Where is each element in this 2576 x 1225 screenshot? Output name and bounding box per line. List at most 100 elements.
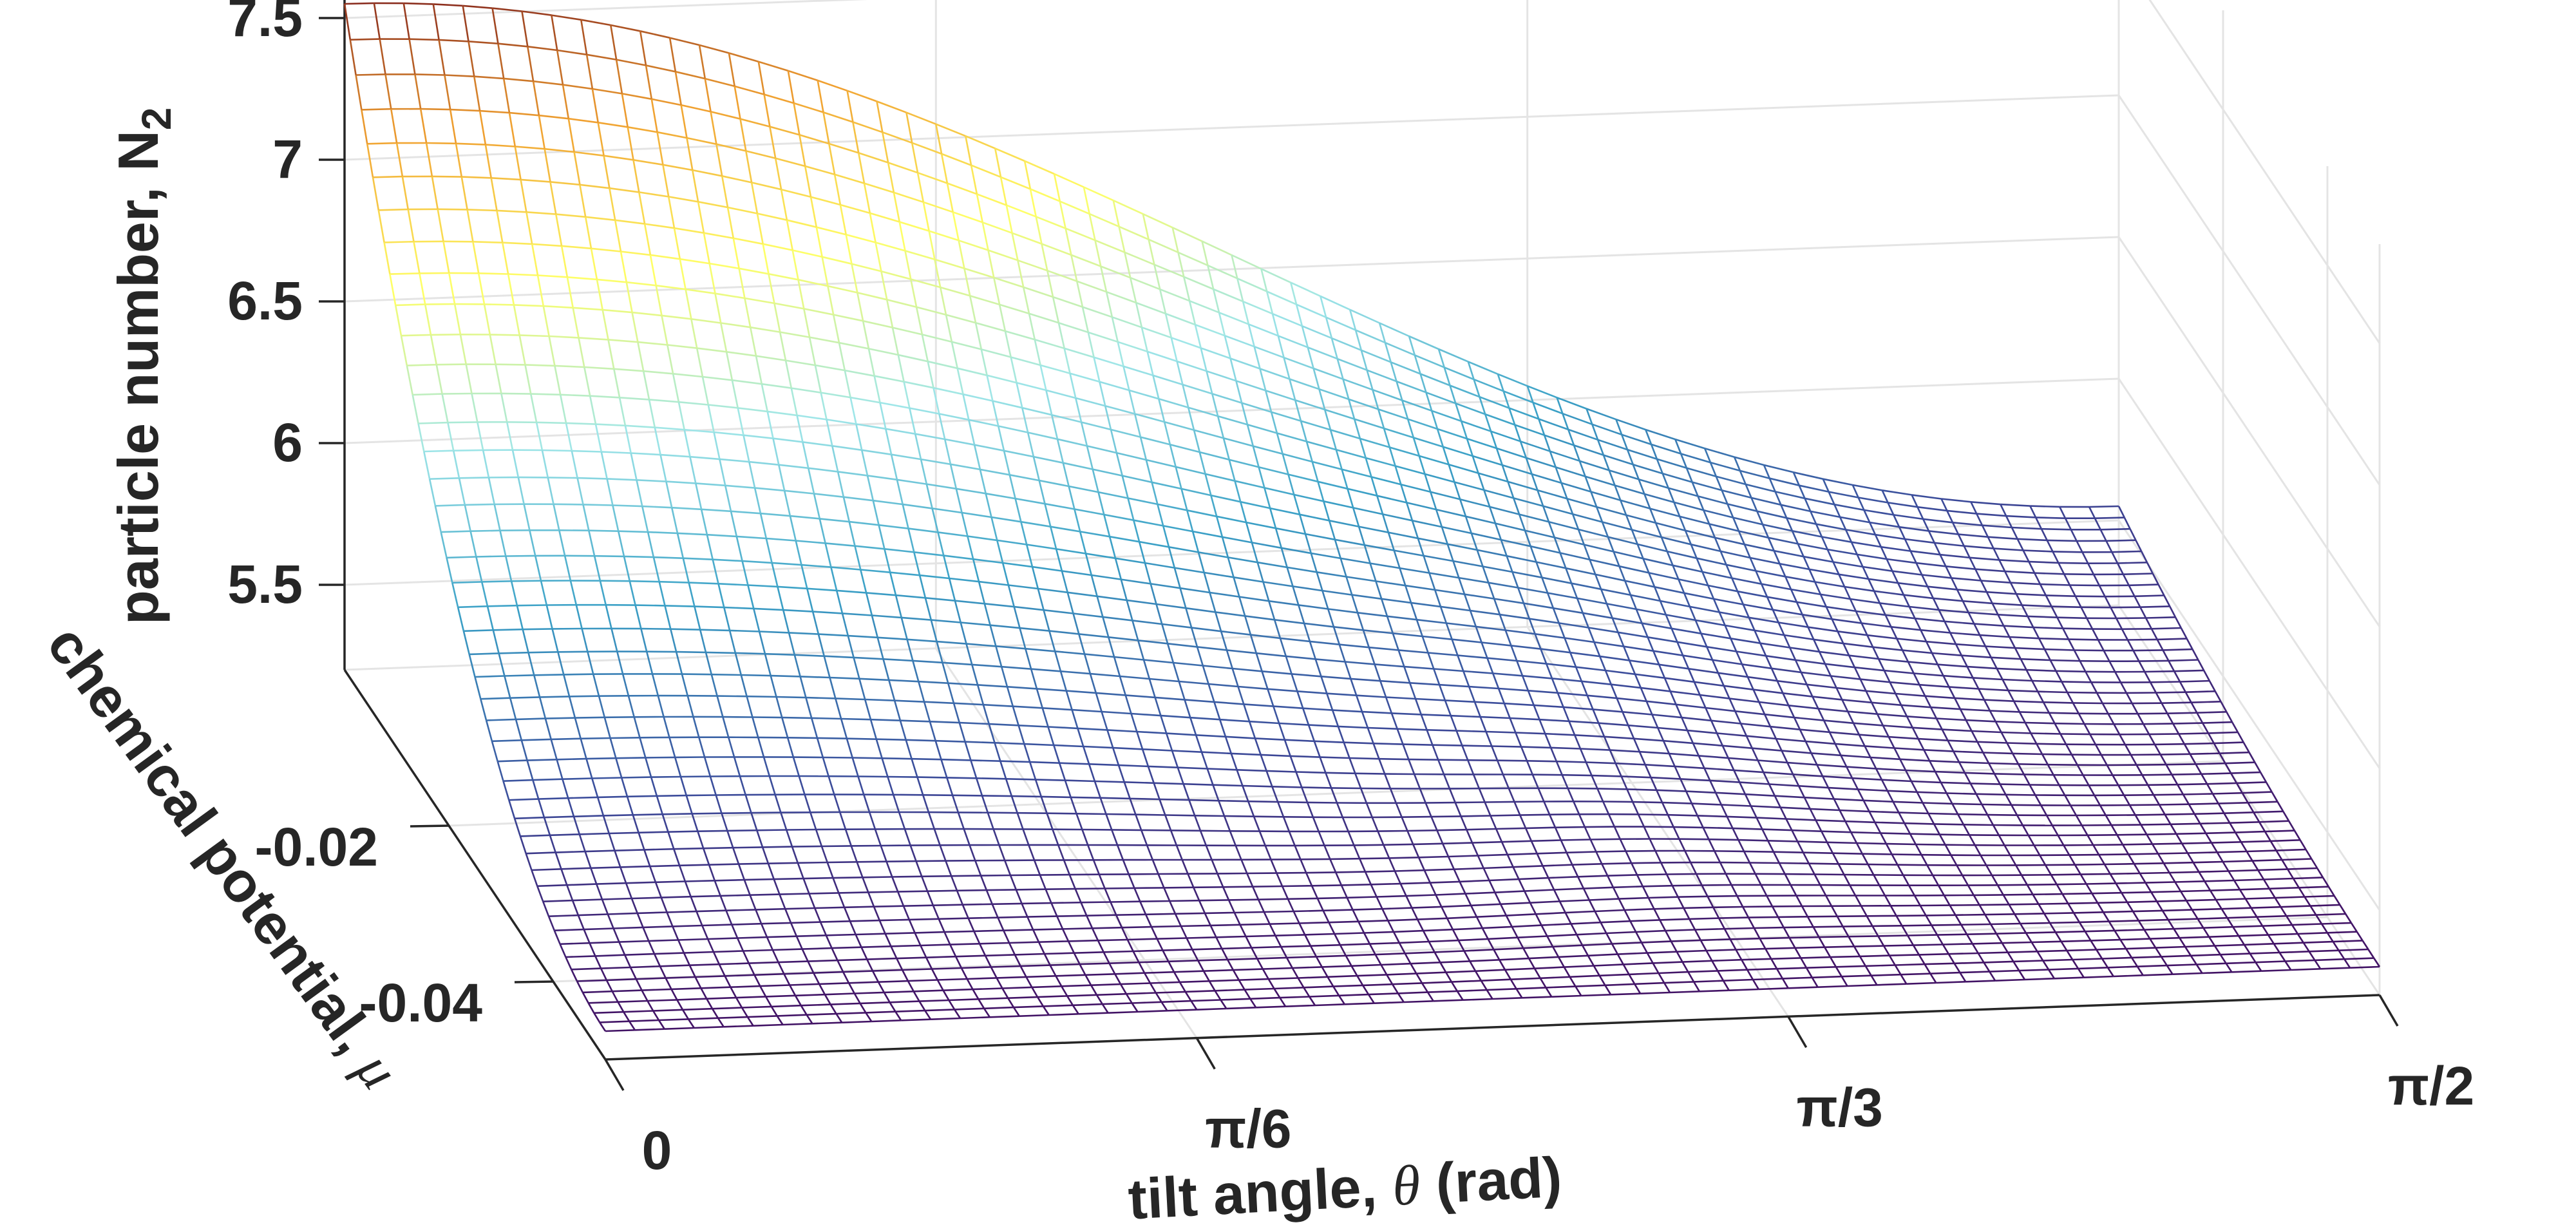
mesh-line	[963, 268, 971, 296]
mesh-line	[531, 243, 539, 276]
mesh-line	[1321, 965, 1352, 968]
mesh-line	[889, 572, 897, 596]
mesh-line	[579, 832, 609, 835]
mesh-line	[1126, 599, 1157, 605]
mesh-line	[705, 651, 735, 654]
mesh-line	[1891, 626, 1921, 631]
mesh-line	[1003, 450, 1011, 475]
mesh-line	[681, 104, 711, 113]
mesh-line	[1646, 952, 1654, 964]
mesh-line	[1549, 814, 1557, 828]
mesh-line	[1595, 851, 1603, 864]
mesh-line	[1050, 414, 1059, 440]
mesh-line	[608, 339, 638, 343]
mesh-line	[995, 645, 1003, 667]
mesh-line	[858, 152, 889, 164]
mesh-line	[383, 242, 391, 274]
mesh-line	[1010, 356, 1041, 366]
mesh-line	[654, 427, 661, 455]
mesh-line	[1526, 760, 1534, 775]
mesh-line	[2027, 883, 2057, 886]
mesh-line	[871, 615, 878, 638]
mesh-line	[1974, 623, 2004, 627]
mesh-line	[1777, 679, 1807, 686]
mesh-line	[717, 1017, 724, 1028]
mesh-line	[1003, 929, 1034, 931]
mesh-line	[1440, 605, 1471, 612]
mesh-line	[511, 450, 520, 478]
mesh-line	[930, 620, 938, 642]
mesh-line	[1835, 743, 1865, 747]
mesh-line	[1515, 732, 1546, 735]
mesh-line	[1822, 775, 1830, 788]
mesh-line	[1282, 816, 1291, 832]
mesh-line	[1679, 515, 1710, 525]
mesh-line	[819, 982, 849, 985]
mesh-line	[1395, 465, 1425, 475]
mesh-line	[764, 653, 772, 676]
mesh-line	[658, 581, 666, 606]
mesh-line	[1861, 853, 1869, 865]
mesh-line	[1958, 533, 1988, 538]
mesh-line	[772, 948, 802, 951]
mesh-line	[812, 1021, 842, 1025]
mesh-line	[1438, 684, 1446, 701]
mesh-line	[1393, 929, 1424, 933]
mesh-line	[1446, 970, 1476, 973]
mesh-line	[1788, 937, 1796, 949]
mesh-line	[2014, 647, 2045, 650]
mesh-line	[1833, 799, 1841, 811]
mesh-line	[1823, 719, 1854, 725]
mesh-line	[1634, 983, 1642, 994]
mesh-line	[1642, 886, 1649, 898]
mesh-line	[1581, 680, 1611, 685]
mesh-line	[1640, 687, 1647, 702]
mesh-line	[502, 242, 533, 245]
mesh-line	[1573, 801, 1580, 815]
mesh-line	[453, 303, 462, 335]
mesh-line	[1665, 614, 1672, 629]
mesh-line	[844, 369, 875, 377]
mesh-line	[544, 148, 551, 182]
mesh-line	[1967, 665, 1997, 670]
mesh-line	[701, 376, 710, 405]
mesh-line	[745, 151, 753, 183]
mesh-line	[1337, 357, 1368, 371]
mesh-line	[497, 759, 527, 763]
mesh-line	[810, 812, 817, 830]
mesh-line	[1343, 742, 1350, 759]
mesh-line	[1425, 392, 1456, 404]
mesh-line	[500, 393, 508, 423]
mesh-line	[488, 477, 495, 505]
mesh-line	[1745, 793, 1775, 797]
mesh-line	[1743, 603, 1774, 611]
mesh-line	[1419, 788, 1426, 804]
mesh-line	[937, 532, 945, 556]
mesh-line	[1510, 645, 1518, 661]
mesh-line	[988, 249, 1018, 261]
mesh-line	[1710, 720, 1718, 734]
mesh-line	[1177, 766, 1208, 770]
mesh-line	[960, 622, 967, 644]
mesh-line	[1034, 339, 1041, 366]
mesh-line	[1197, 960, 1205, 972]
mesh-line	[1571, 513, 1580, 530]
mesh-line	[1768, 840, 1798, 842]
mesh-line	[677, 939, 685, 954]
mesh-line	[1247, 801, 1255, 817]
mesh-line	[939, 287, 947, 316]
mesh-line	[1582, 888, 1590, 901]
mesh-line	[1728, 698, 1736, 712]
mesh-line	[1113, 200, 1144, 215]
mesh-line	[1601, 863, 1609, 877]
mesh-line	[715, 292, 745, 299]
mesh-line	[1210, 924, 1240, 927]
mesh-line	[1866, 915, 1873, 927]
mesh-line	[728, 53, 735, 87]
mesh-line	[1675, 704, 1683, 718]
mesh-line	[1936, 934, 1944, 945]
mesh-line	[1896, 915, 1926, 917]
mesh-line	[1031, 987, 1039, 998]
mesh-line	[779, 332, 787, 361]
mesh-line	[1893, 514, 1924, 520]
